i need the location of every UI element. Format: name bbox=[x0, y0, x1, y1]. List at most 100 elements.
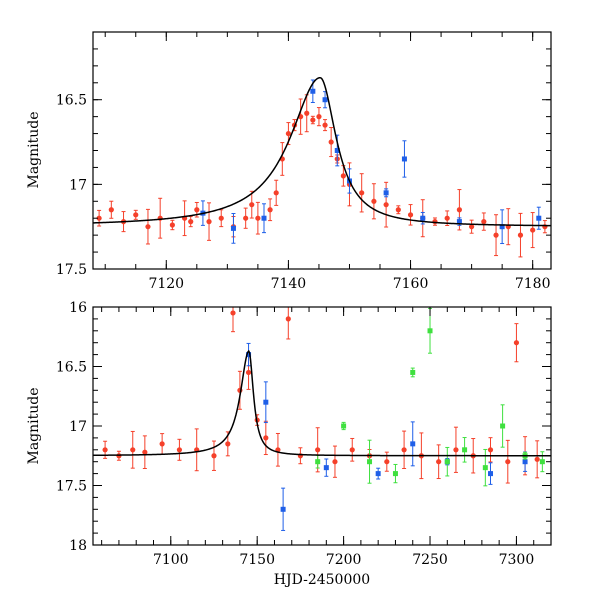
top-x-tick: 7160 bbox=[393, 32, 429, 292]
bottom-red-point bbox=[487, 437, 494, 463]
bottom-y-tick: 17.5 bbox=[56, 479, 551, 495]
top-x-tick: 7120 bbox=[148, 32, 184, 292]
bottom-green-point bbox=[341, 421, 347, 431]
bottom-red-point bbox=[505, 439, 511, 484]
bottom-red-point bbox=[513, 323, 520, 363]
bottom-blue-point bbox=[246, 342, 252, 367]
top-red-point bbox=[328, 127, 334, 158]
bottom-panel: 7100 7150 7200 7250 7300 16 16.5 17 17.5 18 Magni… bbox=[26, 300, 552, 588]
svg-text:7300: 7300 bbox=[499, 552, 535, 568]
top-red-point bbox=[505, 208, 511, 246]
svg-text:7100: 7100 bbox=[153, 552, 189, 568]
bottom-red-point bbox=[349, 437, 355, 462]
top-red-point bbox=[359, 173, 365, 213]
bottom-red-point bbox=[159, 433, 165, 455]
top-red-point bbox=[530, 212, 536, 249]
bottom-blue-point bbox=[410, 421, 416, 467]
bottom-red-point bbox=[436, 444, 442, 480]
top-red-point bbox=[432, 217, 438, 226]
bottom-model-curve bbox=[93, 349, 551, 457]
bottom-green-point bbox=[410, 367, 416, 378]
bottom-green-point bbox=[539, 451, 545, 473]
bottom-green-point bbox=[367, 439, 373, 484]
top-red-point bbox=[322, 119, 328, 132]
top-y-tick: 16.5 bbox=[56, 93, 551, 109]
top-y-axis-title: Magnitude bbox=[26, 111, 42, 188]
bottom-red-point bbox=[285, 307, 291, 340]
bottom-y-tick: 18 bbox=[69, 538, 551, 554]
top-axes: 7120 7140 7160 7180 16.5 17 17.5 bbox=[56, 31, 551, 292]
top-red-point bbox=[255, 201, 261, 235]
svg-text:7250: 7250 bbox=[412, 552, 448, 568]
top-red-point bbox=[310, 115, 316, 125]
svg-text:7150: 7150 bbox=[239, 552, 275, 568]
bottom-y-axis-title: Magnitude bbox=[26, 387, 42, 464]
bottom-green-point bbox=[462, 437, 468, 463]
bottom-red-point bbox=[401, 430, 407, 470]
bottom-red-point bbox=[230, 307, 236, 333]
top-red-point bbox=[395, 205, 401, 215]
top-blue-point bbox=[230, 213, 236, 244]
top-red-point bbox=[267, 198, 273, 222]
top-red-point bbox=[316, 107, 322, 127]
bottom-x-tick: 7100 bbox=[153, 307, 189, 568]
bottom-blue-point bbox=[280, 487, 286, 531]
bottom-red-point bbox=[194, 428, 200, 472]
top-red-point bbox=[169, 219, 175, 231]
svg-text:16: 16 bbox=[69, 300, 87, 316]
top-red-point bbox=[218, 209, 224, 228]
bottom-green-point bbox=[444, 446, 450, 477]
bottom-blue-point bbox=[375, 467, 381, 480]
bottom-red-point bbox=[142, 435, 148, 469]
bottom-axes: 7100 7150 7200 7250 7300 16 16.5 17 17.5 18 bbox=[56, 300, 552, 568]
bottom-red-point bbox=[263, 420, 269, 456]
bottom-y-tick: 16 bbox=[69, 300, 551, 316]
svg-text:16.5: 16.5 bbox=[56, 93, 87, 109]
bottom-red-point bbox=[176, 438, 183, 461]
top-red-point bbox=[243, 207, 249, 229]
top-red-point bbox=[206, 202, 212, 241]
top-red-point bbox=[469, 219, 475, 234]
top-red-point bbox=[133, 209, 139, 220]
svg-text:7160: 7160 bbox=[393, 276, 429, 292]
x-axis-title: HJD-2450000 bbox=[274, 572, 370, 588]
top-red-point bbox=[407, 204, 414, 226]
bottom-red-point bbox=[453, 426, 459, 473]
bottom-panel-data bbox=[102, 307, 545, 531]
top-red-point bbox=[481, 212, 487, 231]
bottom-plot-frame bbox=[92, 306, 552, 546]
svg-text:17.5: 17.5 bbox=[56, 262, 87, 278]
top-red-point bbox=[304, 94, 310, 133]
bottom-green-point bbox=[315, 454, 321, 469]
bottom-x-tick: 7150 bbox=[239, 307, 275, 568]
top-blue-point bbox=[261, 203, 267, 234]
top-red-point bbox=[371, 183, 377, 220]
top-plot-frame bbox=[92, 31, 552, 270]
bottom-red-point bbox=[534, 440, 540, 479]
svg-text:18: 18 bbox=[69, 538, 87, 554]
bottom-y-tick: 17 bbox=[69, 419, 551, 435]
svg-text:7180: 7180 bbox=[515, 276, 551, 292]
top-red-point bbox=[182, 200, 188, 237]
top-red-point bbox=[188, 216, 194, 228]
bottom-red-point bbox=[211, 440, 217, 471]
top-red-point bbox=[157, 197, 163, 239]
bottom-red-point bbox=[332, 445, 338, 478]
svg-text:16.5: 16.5 bbox=[56, 360, 87, 376]
svg-text:17: 17 bbox=[69, 177, 87, 193]
bottom-x-tick: 7200 bbox=[326, 307, 361, 568]
svg-text:17: 17 bbox=[69, 419, 87, 435]
bottom-y-tick: 16.5 bbox=[56, 360, 551, 376]
top-red-point bbox=[542, 220, 548, 234]
bottom-blue-point bbox=[488, 462, 494, 485]
top-red-point bbox=[493, 214, 499, 257]
top-red-point bbox=[145, 208, 151, 245]
top-red-point bbox=[517, 212, 524, 258]
bottom-green-point bbox=[392, 463, 398, 484]
top-red-point bbox=[108, 200, 114, 219]
svg-text:7120: 7120 bbox=[148, 276, 184, 292]
bottom-red-point bbox=[130, 430, 136, 469]
top-panel: 7120 7140 7160 7180 16.5 17 17.5 Magnitude bbox=[26, 31, 552, 292]
bottom-blue-point bbox=[323, 458, 329, 477]
